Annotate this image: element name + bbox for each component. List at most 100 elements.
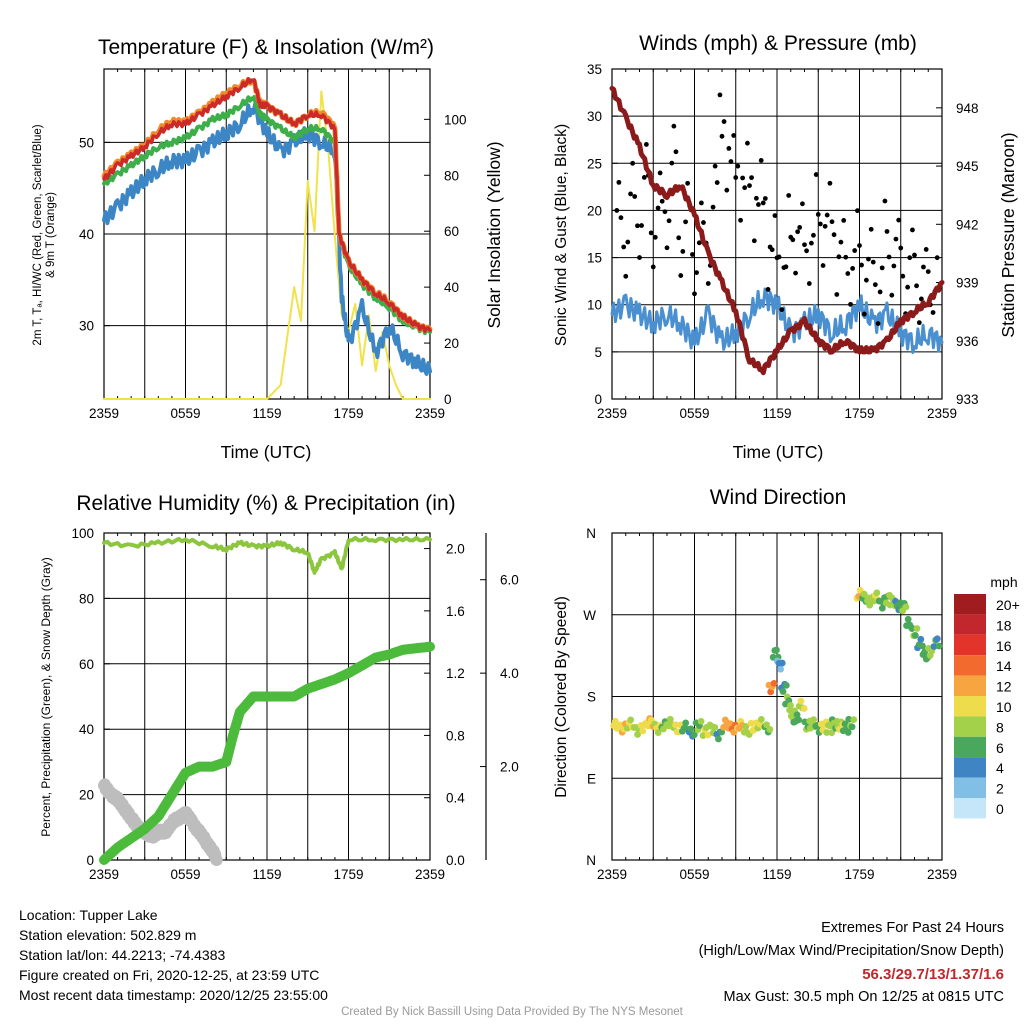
gust-point [683, 219, 688, 225]
gust-point [861, 311, 867, 317]
gust-point [742, 185, 748, 191]
gust-point [628, 191, 633, 197]
gust-point [790, 237, 796, 243]
legend-swatch [954, 655, 986, 676]
gust-point [863, 277, 869, 283]
gust-point [676, 235, 682, 241]
wdir-point [777, 665, 784, 673]
wdir-point [845, 715, 853, 723]
legend-label: 8 [996, 719, 1004, 735]
gust-point [910, 227, 915, 233]
gust-point [802, 242, 807, 248]
gust-point [717, 92, 723, 98]
temp-x-tick-label: 1159 [252, 406, 281, 421]
wdir-point [644, 722, 652, 730]
legend-swatch [954, 614, 986, 635]
gust-point [648, 230, 654, 236]
winds-y-tick-label-left: 35 [587, 62, 602, 77]
rh-x-tick-label: 0559 [170, 867, 200, 882]
wdir-point [844, 729, 852, 736]
gust-point [829, 219, 835, 225]
gust-point [666, 218, 672, 224]
rh-y-tick-label-right: 1.2 [446, 666, 465, 681]
wdir-x-tick-label: 1759 [844, 867, 874, 882]
gust-point [639, 223, 644, 228]
winds-y-tick-label-left: 10 [587, 298, 602, 313]
rh-y-tick-label-right: 0.8 [446, 728, 465, 743]
wdir-point [810, 716, 817, 724]
gust-point [637, 255, 642, 260]
gust-point [701, 220, 706, 225]
wdir-point [682, 719, 690, 727]
gust-point [694, 270, 699, 275]
gust-point [815, 212, 821, 217]
rh-title: Relative Humidity (%) & Precipitation (i… [76, 492, 455, 515]
temp2m-line [102, 77, 432, 333]
station-info: Location: Tupper Lake Station elevation:… [19, 905, 328, 1005]
gust-point [882, 198, 888, 204]
gust-point [655, 205, 661, 211]
wdir-point [823, 729, 831, 736]
max-gust: Max Gust: 30.5 mph On 12/25 at 0815 UTC [723, 989, 1004, 1005]
humidity-panel: Relative Humidity (%) & Precipitation (i… [39, 492, 519, 882]
wdir-point [757, 715, 765, 723]
legend-swatch [954, 736, 986, 758]
wdir-point [933, 635, 941, 643]
gust-point [822, 223, 828, 229]
gust-point [786, 193, 792, 198]
gust-point [916, 320, 922, 326]
gust-point [733, 175, 739, 180]
wdir-point [766, 726, 774, 733]
gust-point [886, 254, 892, 260]
legend-label: 16 [996, 638, 1012, 654]
gust-point [652, 234, 658, 240]
gust-point [907, 255, 913, 261]
winds-y-tick-label-right: 942 [956, 217, 979, 232]
gust-point [738, 217, 743, 223]
gust-point [779, 307, 785, 313]
gust-point [921, 264, 926, 270]
rh-ylabel-left: Percent, Precipitation (Green), & Snow D… [39, 557, 53, 836]
gust-point [710, 204, 716, 210]
gust-point [925, 269, 931, 274]
wdir-point [779, 688, 787, 695]
gust-point [857, 243, 862, 248]
gust-point [875, 321, 881, 326]
legend-swatch [954, 675, 986, 696]
gust-point [923, 247, 929, 252]
temp-y-tick-label-left: 40 [79, 227, 94, 242]
gust-point [797, 225, 803, 230]
winds-y-tick-label-left: 15 [587, 251, 602, 266]
legend-swatch [954, 716, 986, 737]
gust-point [625, 239, 631, 245]
gust-point [872, 282, 878, 288]
wdir-point [850, 716, 858, 724]
wdir-x-tick-label: 2359 [597, 867, 627, 882]
wdir-ylabel-left: Direction (Colored By Speed) [553, 596, 570, 798]
wdir-point [919, 642, 926, 650]
gust-point [753, 195, 759, 201]
wdir-y-tick-label: S [587, 690, 596, 705]
gust-point [848, 301, 853, 307]
legend-swatch [954, 798, 986, 819]
gust-point [659, 198, 665, 204]
legend-swatch [954, 777, 986, 798]
temp-y-tick-label-left: 30 [79, 319, 94, 334]
gust-point [855, 208, 860, 214]
gust-point [850, 266, 856, 271]
temperature-panel: Temperature (F) & Insolation (W/m²) Time… [32, 36, 504, 462]
gust-point [859, 262, 864, 268]
gust-point [905, 284, 911, 290]
wdir-point [711, 723, 719, 731]
gust-point [756, 202, 761, 207]
gust-point [721, 119, 727, 124]
winds-ylabel-left: Sonic Wind & Gust (Blue, Black) [553, 124, 570, 346]
gust-point [616, 179, 622, 185]
wdir-point [848, 723, 856, 731]
winds-x-tick-label: 2359 [597, 406, 627, 421]
wdir-point [908, 625, 916, 633]
gust-point [614, 208, 620, 213]
gust-point [806, 281, 812, 286]
gust-point [712, 163, 718, 169]
temp-xlabel: Time (UTC) [221, 442, 312, 462]
